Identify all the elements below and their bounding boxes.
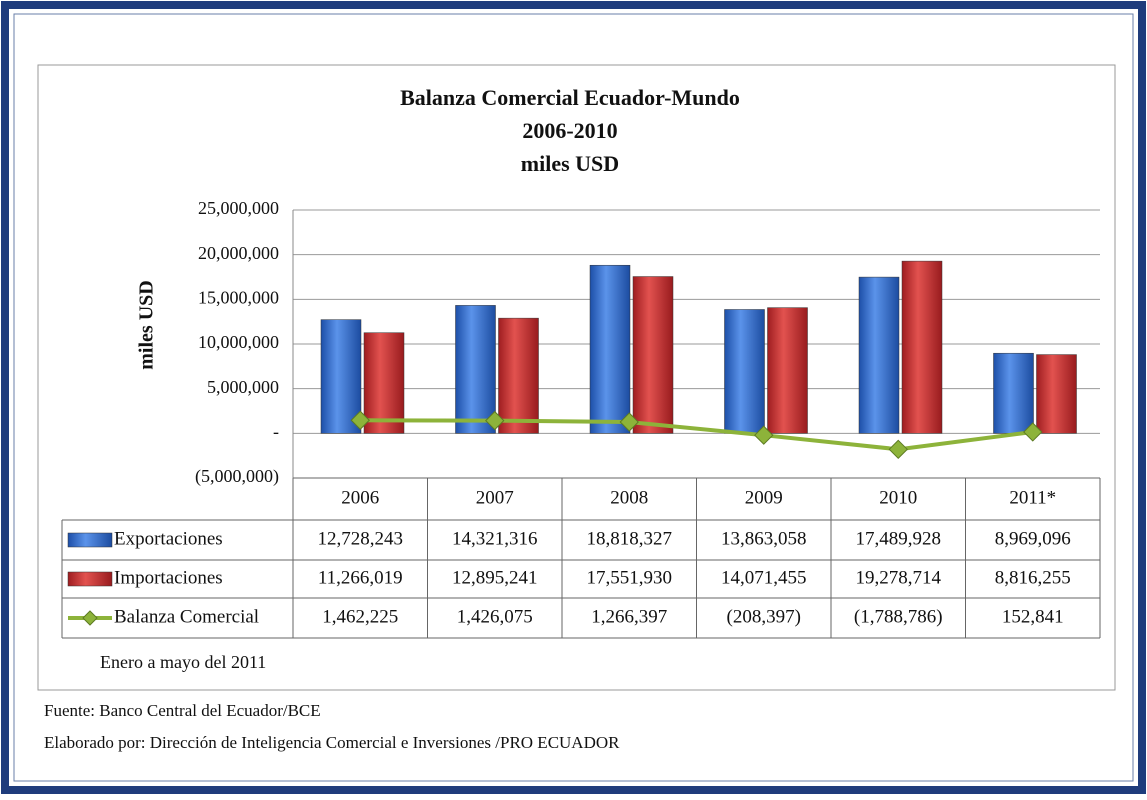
line-marker xyxy=(754,425,774,445)
bar xyxy=(767,307,808,434)
table-value: 1,426,075 xyxy=(457,606,533,627)
line-marker xyxy=(485,410,505,431)
x-tick-label: 2011* xyxy=(1009,487,1056,508)
line-marker xyxy=(888,439,908,460)
bar xyxy=(363,332,405,434)
bar xyxy=(724,309,765,434)
y-tick-label: - xyxy=(273,421,279,441)
note: Enero a mayo del 2011 xyxy=(100,652,266,672)
table-value: (1,788,786) xyxy=(854,606,943,627)
legend-label: Importaciones xyxy=(114,567,223,588)
chart-title: 2006-2010 xyxy=(522,118,617,143)
legend-label: Exportaciones xyxy=(114,528,223,549)
legend-marker xyxy=(82,610,98,626)
bar xyxy=(993,352,1034,434)
bar xyxy=(589,264,631,434)
table-value: 13,863,058 xyxy=(721,528,807,549)
table-value: 11,266,019 xyxy=(318,567,403,588)
y-tick-label: 25,000,000 xyxy=(198,198,279,218)
table-value: 17,489,928 xyxy=(856,528,942,549)
bar xyxy=(632,276,674,434)
table-value: 12,895,241 xyxy=(452,567,538,588)
y-axis-label: miles USD xyxy=(136,280,158,369)
table-value: 152,841 xyxy=(1002,606,1064,627)
legend-swatch xyxy=(67,532,113,548)
y-tick-label: 10,000,000 xyxy=(198,332,279,352)
line xyxy=(360,418,1034,452)
bar xyxy=(901,260,943,434)
table-value: 19,278,714 xyxy=(856,567,942,588)
table-value: 1,266,397 xyxy=(591,606,667,627)
table-value: 14,321,316 xyxy=(452,528,538,549)
table-value: 17,551,930 xyxy=(587,567,673,588)
credit: Elaborado por: Dirección de Inteligencia… xyxy=(44,733,620,752)
y-tick-label: 20,000,000 xyxy=(198,243,279,263)
chart-title: miles USD xyxy=(521,151,619,176)
y-tick-label: 15,000,000 xyxy=(198,287,279,307)
legend-label: Balanza Comercial xyxy=(114,606,259,627)
x-tick-label: 2009 xyxy=(745,487,783,508)
table-value: (208,397) xyxy=(727,606,801,627)
y-tick-label: 5,000,000 xyxy=(207,377,279,397)
y-tick-label: (5,000,000) xyxy=(195,466,279,487)
chart-title: Balanza Comercial Ecuador-Mundo xyxy=(400,85,740,110)
table-value: 14,071,455 xyxy=(721,567,807,588)
table-value: 8,969,096 xyxy=(995,528,1071,549)
bar xyxy=(1036,354,1077,434)
x-tick-label: 2008 xyxy=(610,487,648,508)
bar xyxy=(320,319,362,434)
legend-swatch xyxy=(67,571,113,587)
line-marker xyxy=(350,410,370,430)
inner-border xyxy=(13,13,1134,782)
x-tick-label: 2007 xyxy=(476,487,514,508)
table-value: 1,462,225 xyxy=(322,606,398,627)
table-value: 12,728,243 xyxy=(318,528,404,549)
bar xyxy=(455,305,496,434)
bar xyxy=(858,276,900,434)
x-tick-label: 2006 xyxy=(341,487,379,508)
source: Fuente: Banco Central del Ecuador/BCE xyxy=(44,701,321,720)
table-value: 18,818,327 xyxy=(587,528,673,549)
table-value: 8,816,255 xyxy=(995,567,1071,588)
bar xyxy=(498,317,539,434)
line-marker xyxy=(1023,422,1043,442)
x-tick-label: 2010 xyxy=(879,487,917,508)
line-marker xyxy=(619,412,639,432)
